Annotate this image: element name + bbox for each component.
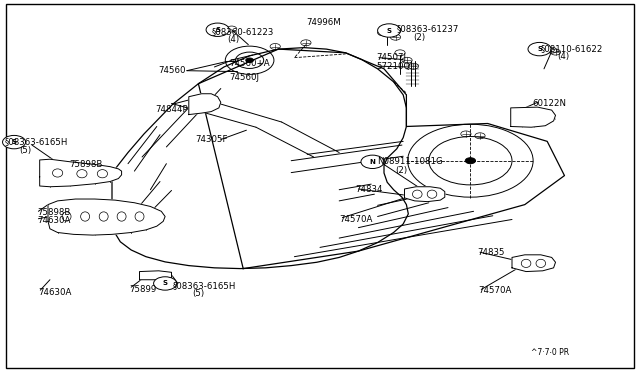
Text: 74834: 74834	[355, 185, 383, 194]
Polygon shape	[48, 199, 165, 235]
Circle shape	[246, 58, 253, 62]
Text: (4): (4)	[227, 35, 239, 44]
Circle shape	[465, 158, 476, 164]
Text: 74630A: 74630A	[37, 216, 70, 225]
Text: 74560J: 74560J	[229, 73, 259, 81]
Polygon shape	[512, 255, 556, 272]
Text: 74560+A: 74560+A	[229, 59, 269, 68]
Circle shape	[361, 155, 384, 169]
Text: 74570A: 74570A	[479, 286, 512, 295]
Circle shape	[3, 135, 26, 149]
Text: §08110-61622: §08110-61622	[541, 44, 603, 53]
Polygon shape	[112, 48, 408, 269]
Text: 74305F: 74305F	[195, 135, 228, 144]
Text: 74630A: 74630A	[38, 288, 72, 296]
Text: 74560: 74560	[159, 66, 186, 75]
Text: (5): (5)	[192, 289, 204, 298]
Text: §08360-61223: §08360-61223	[211, 27, 273, 36]
Text: (2): (2)	[413, 33, 425, 42]
Text: N: N	[369, 159, 376, 165]
Circle shape	[206, 23, 229, 36]
Text: ^7·7⋅0 PR: ^7·7⋅0 PR	[531, 348, 570, 357]
Text: (4): (4)	[557, 52, 569, 61]
Text: S: S	[163, 280, 168, 286]
Text: 74996M: 74996M	[306, 18, 340, 27]
Text: §08363-6165H: §08363-6165H	[173, 281, 236, 290]
Text: 74835: 74835	[477, 248, 504, 257]
Circle shape	[378, 24, 401, 37]
Polygon shape	[404, 187, 445, 202]
Circle shape	[528, 42, 551, 56]
Text: 75899: 75899	[129, 285, 157, 294]
Polygon shape	[140, 271, 172, 280]
Text: S: S	[12, 139, 17, 145]
Text: 75898B: 75898B	[69, 160, 102, 169]
Polygon shape	[511, 107, 556, 127]
Polygon shape	[189, 94, 221, 115]
Polygon shape	[198, 49, 564, 269]
Text: N08911-1081G: N08911-1081G	[378, 157, 444, 166]
Circle shape	[154, 277, 177, 290]
Text: S: S	[537, 46, 542, 52]
Text: §08363-6165H: §08363-6165H	[5, 138, 68, 147]
Text: 57210Q: 57210Q	[376, 62, 411, 71]
Text: 75898B: 75898B	[37, 208, 70, 217]
Text: §08363-61237: §08363-61237	[397, 24, 459, 33]
Text: 74844P: 74844P	[155, 105, 188, 114]
Text: (5): (5)	[19, 146, 31, 155]
Text: S: S	[215, 27, 220, 33]
Text: S: S	[387, 28, 392, 33]
Text: (2): (2)	[395, 166, 407, 174]
Text: 60122N: 60122N	[532, 99, 566, 108]
Polygon shape	[40, 159, 122, 187]
Text: 74570A: 74570A	[339, 215, 372, 224]
Text: 74507J: 74507J	[376, 53, 406, 62]
